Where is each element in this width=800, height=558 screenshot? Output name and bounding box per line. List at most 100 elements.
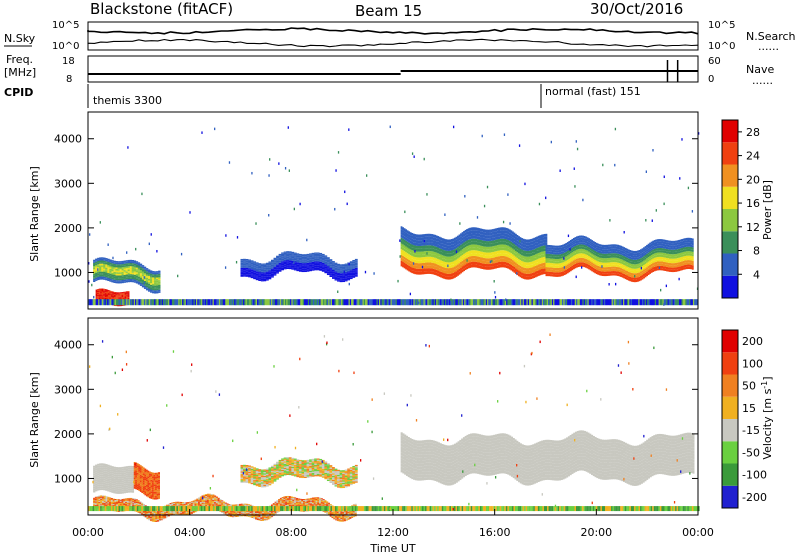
- heatmap-cell: [138, 265, 140, 267]
- heatmap-cell: [128, 260, 130, 262]
- heatmap-cell: [95, 260, 97, 262]
- heatmap-cell: [261, 274, 264, 275]
- heatmap-cell: [99, 273, 101, 275]
- heatmap-cell: [128, 271, 130, 273]
- heatmap-cell: [132, 262, 134, 264]
- heatmap-cell: [253, 275, 256, 276]
- heatmap-cell: [97, 471, 99, 473]
- heatmap-cell: [136, 277, 138, 279]
- heatmap-cell: [243, 269, 246, 270]
- heatmap-cell: [289, 261, 292, 262]
- heatmap-cell: [122, 488, 124, 490]
- heatmap-cell: [340, 280, 343, 281]
- heatmap-cell: [134, 275, 136, 277]
- heatmap-cell: [156, 287, 158, 289]
- heatmap-cell: [299, 268, 302, 269]
- heatmap-cell: [304, 271, 307, 272]
- heatmap-cell: [122, 482, 124, 484]
- heatmap-cell: [105, 271, 107, 273]
- heatmap-cell: [101, 264, 103, 266]
- heatmap-cell: [117, 277, 119, 279]
- heatmap-cell: [105, 468, 107, 470]
- heatmap-cell: [130, 263, 132, 265]
- heatmap-cell: [117, 271, 119, 273]
- heatmap-cell: [109, 277, 111, 279]
- heatmap-cell: [350, 261, 353, 262]
- heatmap-cell: [286, 264, 289, 265]
- heatmap-cell: [271, 267, 274, 268]
- heatmap-cell: [299, 203, 300, 206]
- heatmap-cell: [111, 276, 113, 278]
- heatmap-cell: [93, 479, 95, 481]
- heatmap-cell: [101, 273, 103, 275]
- heatmap-cell: [246, 263, 249, 264]
- heatmap-cell: [266, 270, 269, 271]
- heatmap-cell: [289, 260, 292, 261]
- heatmap-cell: [342, 277, 345, 278]
- heatmap-cell: [447, 265, 448, 268]
- heatmap-cell: [355, 275, 358, 276]
- heatmap-cell: [109, 269, 111, 271]
- heatmap-cell: [304, 259, 307, 260]
- heatmap-cell: [113, 472, 115, 474]
- heatmap-cell: [120, 479, 122, 481]
- heatmap-cell: [117, 264, 119, 266]
- heatmap-cell: [128, 297, 130, 298]
- heatmap-cell: [120, 467, 122, 469]
- heatmap-cell: [332, 276, 335, 277]
- heatmap-cell: [246, 260, 249, 261]
- heatmap-cell: [268, 174, 269, 177]
- heatmap-cell: [355, 261, 358, 262]
- heatmap-cell: [113, 275, 115, 277]
- heatmap-cell: [150, 280, 152, 282]
- heatmap-cell: [130, 260, 132, 262]
- heatmap-cell: [284, 257, 287, 258]
- heatmap-cell: [148, 277, 150, 279]
- heatmap-cell: [307, 262, 310, 263]
- heatmap-cell: [332, 273, 335, 274]
- heatmap-cell: [103, 469, 105, 471]
- heatmap-cell: [126, 260, 128, 262]
- heatmap-cell: [692, 263, 694, 265]
- heatmap-cell: [317, 259, 320, 260]
- heatmap-cell: [113, 488, 115, 490]
- heatmap-cell: [319, 259, 322, 260]
- heatmap-cell: [97, 477, 99, 479]
- heatmap-cell: [101, 268, 103, 270]
- heatmap-cell: [115, 469, 117, 471]
- heatmap-cell: [261, 269, 264, 270]
- heatmap-cell: [284, 267, 287, 268]
- heatmap-cell: [274, 265, 277, 266]
- heatmap-cell: [692, 265, 694, 267]
- heatmap-cell: [327, 274, 330, 275]
- heatmap-cell: [314, 255, 317, 256]
- heatmap-cell: [299, 258, 302, 259]
- heatmap-cell: [289, 258, 292, 259]
- heatmap-cell: [352, 277, 355, 278]
- heatmap-cell: [156, 282, 158, 284]
- heatmap-cell: [120, 272, 122, 274]
- heatmap-cell: [299, 263, 302, 264]
- heatmap-cell: [324, 266, 327, 267]
- heatmap-cell: [505, 298, 506, 301]
- heatmap-cell: [120, 264, 122, 266]
- heatmap-cell: [111, 279, 113, 281]
- heatmap-cell: [329, 262, 332, 263]
- heatmap-cell: [117, 266, 119, 268]
- heatmap-cell: [148, 274, 150, 276]
- heatmap-cell: [281, 261, 284, 262]
- heatmap-cell: [304, 262, 307, 263]
- heatmap-cell: [268, 272, 271, 273]
- heatmap-cell: [660, 289, 661, 292]
- heatmap-cell: [126, 251, 127, 254]
- heatmap-cell: [103, 477, 105, 479]
- heatmap-cell: [109, 477, 111, 479]
- heatmap-cell: [666, 285, 667, 288]
- heatmap-cell: [124, 261, 126, 263]
- heatmap-cell: [335, 273, 338, 274]
- heatmap-cell: [156, 289, 158, 291]
- heatmap-cell: [140, 281, 142, 283]
- heatmap-cell: [340, 268, 343, 269]
- heatmap-cell: [337, 291, 338, 294]
- heatmap-cell: [124, 280, 126, 282]
